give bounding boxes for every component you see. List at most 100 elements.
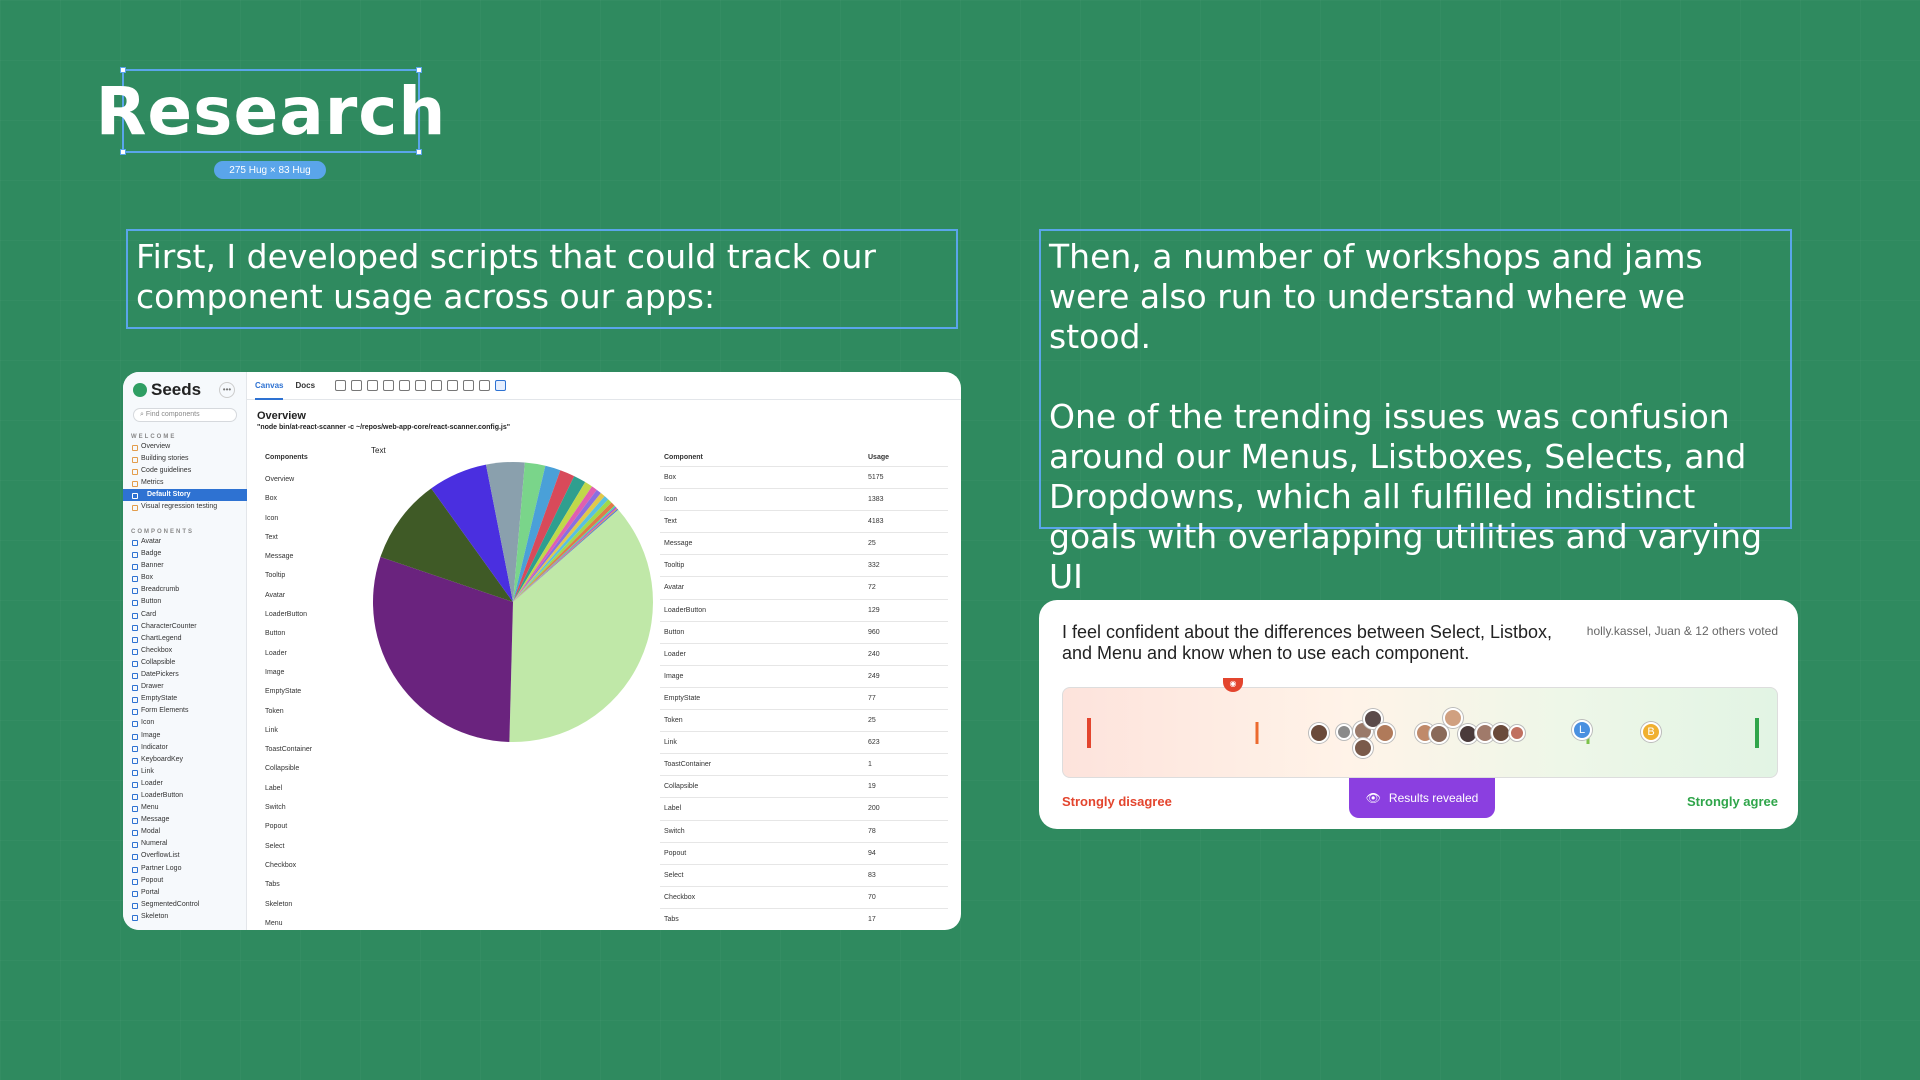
sidebar-item[interactable]: Icon [123,717,247,729]
table-cell-component: Tabs [664,915,679,923]
components-list-item: Collapsible [265,765,300,773]
measure-icon[interactable] [447,380,459,391]
voter-avatar[interactable] [1336,724,1352,740]
grid-icon[interactable] [399,380,411,391]
sidebar-item[interactable]: CharacterCounter [123,621,247,633]
sidebar-item[interactable]: Avatar [123,536,247,548]
table-row: Tabs 17 [660,909,948,930]
sidebar-item[interactable]: Message [123,814,247,826]
sidebar-item[interactable]: Banner [123,560,247,572]
table-row: Link 623 [660,732,948,755]
viewport-icon[interactable] [431,380,443,391]
sidebar-item[interactable]: SegmentedControl [123,899,247,911]
resize-handle[interactable] [120,149,126,155]
sidebar-item[interactable]: Modal [123,826,247,838]
sidebar-item[interactable]: Numeral [123,838,247,850]
column-header-component: Component [664,454,703,461]
title-frame[interactable]: Research [96,67,445,155]
voter-avatar-b[interactable]: B [1641,722,1661,742]
table-cell-component: Select [664,871,684,879]
sidebar-item[interactable]: Metrics [123,477,247,489]
more-icon[interactable]: ••• [219,382,235,398]
section-welcome[interactable]: WELCOME [131,434,177,440]
outline-icon[interactable] [463,380,475,391]
sidebar-item[interactable]: Link [123,766,247,778]
voter-avatar[interactable] [1353,738,1373,758]
sidebar-item[interactable]: Checkbox [123,645,247,657]
background-icon[interactable] [415,380,427,391]
theme-icon[interactable] [495,380,507,391]
sidebar-item[interactable]: Button [123,596,247,608]
tab-docs[interactable]: Docs [295,380,316,390]
sidebar-item[interactable]: Card [123,609,247,621]
pie-slice-select [513,489,601,602]
sidebar-item[interactable]: EmptyState [123,693,247,705]
components-column: Components Overview Box Icon Text Message Too… [265,454,345,930]
table-cell-usage: 17 [868,915,876,923]
sidebar-item[interactable]: Code guidelines [123,465,247,477]
accessibility-icon[interactable] [479,380,491,391]
table-cell-usage: 332 [868,562,880,570]
table-cell-usage: 19 [868,783,876,791]
resize-handle[interactable] [416,149,422,155]
tab-canvas[interactable]: Canvas [255,372,284,400]
sidebar-item[interactable]: Portal [123,887,247,899]
sidebar-item[interactable]: Overview [123,441,247,453]
sidebar-item[interactable]: Form Elements [123,705,247,717]
resize-handle[interactable] [120,67,126,73]
sidebar-item[interactable]: Skeleton [123,911,247,923]
sidebar-item[interactable]: Image [123,730,247,742]
resize-handle[interactable] [416,67,422,73]
zoom-reset-icon[interactable] [383,380,395,391]
table-row: Popout 94 [660,843,948,865]
seeds-logo[interactable]: Seeds [133,380,201,400]
voter-avatar-l[interactable]: L [1572,720,1592,740]
voter-avatar[interactable] [1429,724,1449,744]
strongly-agree-label: Strongly agree [1686,794,1778,809]
results-revealed-label: Results revealed [1388,791,1479,805]
sidebar-item[interactable]: Collapsible [123,657,247,669]
sidebar-item[interactable]: Default Story [123,489,247,502]
table-cell-component: Link [664,739,677,747]
search-input[interactable]: ⌕ Find components [133,408,237,422]
sidebar-item[interactable]: Partner Logo [123,863,247,875]
zoom-out-icon[interactable] [367,380,379,391]
results-revealed-button[interactable]: 👁 Results revealed [1349,778,1495,818]
sidebar-item[interactable]: Box [123,572,247,584]
voter-avatar[interactable] [1375,723,1395,743]
reload-icon[interactable] [335,380,347,391]
sidebar-item[interactable]: Badge [123,548,247,560]
sidebar-item[interactable]: Popout [123,875,247,887]
components-list-item: ToastContainer [265,746,313,754]
pie-slice-link [485,462,525,602]
sidebar-item[interactable]: Building stories [123,453,247,465]
sidebar-item[interactable]: Drawer [123,681,247,693]
own-vote-marker[interactable]: ◉ [1223,678,1243,692]
sidebar-item[interactable]: Indicator [123,742,247,754]
sidebar-item[interactable]: Menu [123,802,247,814]
zoom-in-icon[interactable] [351,380,363,391]
voter-avatar[interactable] [1443,708,1463,728]
poll-scale[interactable]: L B [1062,687,1778,778]
table-cell-component: Button [664,628,685,636]
sidebar-item[interactable]: ChartLegend [123,633,247,645]
table-cell-usage: 78 [868,827,876,835]
voter-avatar[interactable] [1309,723,1329,743]
sidebar-item[interactable]: Breadcrumb [123,584,247,596]
poll-question: I feel confident about the differences b… [1062,622,1552,663]
eye-icon: 👁 [1365,791,1381,805]
sidebar-item[interactable]: Visual regression testing [123,501,247,513]
table-cell-usage: 129 [868,606,880,614]
voter-avatar[interactable] [1491,723,1511,743]
components-list-item: Label [265,784,283,792]
sidebar-item[interactable]: OverflowList [123,850,247,862]
sidebar-item[interactable]: KeyboardKey [123,754,247,766]
search-placeholder: Find components [145,411,200,418]
sidebar-item[interactable]: DatePickers [123,669,247,681]
components-list-item: Checkbox [265,861,297,869]
section-components[interactable]: COMPONENTS [131,529,195,535]
sidebar-item[interactable]: Loader [123,778,247,790]
sidebar-item[interactable]: LoaderButton [123,790,247,802]
voter-avatar[interactable] [1509,725,1525,741]
table-cell-usage: 77 [868,694,876,702]
